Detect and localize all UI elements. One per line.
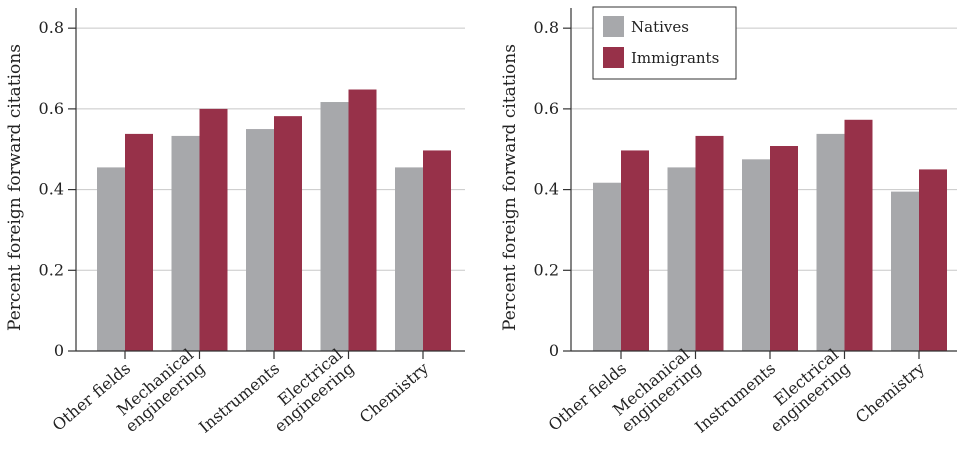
- legend: Natives Immigrants: [592, 6, 737, 80]
- y-tick-label: 0.4: [534, 180, 559, 199]
- y-tick-label: 0.6: [39, 99, 64, 118]
- x-category-label: Instruments: [195, 359, 283, 437]
- y-tick-label: 0.2: [534, 260, 559, 279]
- bar-natives-4: [320, 102, 349, 351]
- legend-label-natives: Natives: [631, 18, 689, 36]
- y-tick-label: 0: [549, 341, 559, 360]
- legend-swatch-natives: [603, 16, 624, 37]
- y-axis-title: Percent foreign forward citations: [500, 44, 520, 331]
- x-category-label-line: Instruments: [195, 359, 283, 437]
- x-category-label-line: Other fields: [545, 359, 631, 435]
- bar-immigrants-2: [695, 135, 724, 351]
- legend-swatch-immigrants: [603, 47, 624, 68]
- bar-immigrants-5: [423, 150, 451, 351]
- bar-immigrants-2: [199, 108, 228, 351]
- x-category-label-line: Chemistry: [852, 359, 928, 427]
- bar-immigrants-4: [348, 89, 377, 351]
- x-category-label: Other fields: [49, 359, 135, 435]
- bar-natives-1: [97, 167, 125, 351]
- bar-immigrants-3: [770, 146, 798, 351]
- x-category-label: Other fields: [545, 359, 631, 435]
- y-tick-label: 0.2: [39, 260, 64, 279]
- bar-natives-2: [667, 167, 696, 351]
- bar-natives-3: [742, 159, 770, 351]
- y-tick-label: 0.8: [39, 18, 64, 37]
- y-tick-label: 0.8: [534, 18, 559, 37]
- x-category-label: Instruments: [691, 359, 779, 437]
- bar-natives-1: [593, 182, 621, 351]
- y-tick-label: 0: [54, 341, 64, 360]
- bar-natives-5: [395, 167, 423, 351]
- x-category-label-line: Instruments: [691, 359, 779, 437]
- bar-immigrants-1: [621, 150, 649, 351]
- y-tick-label: 0.6: [534, 99, 559, 118]
- bar-immigrants-4: [844, 119, 873, 351]
- x-category-label: Chemistry: [356, 359, 432, 427]
- legend-label-immigrants: Immigrants: [631, 49, 719, 67]
- bar-natives-5: [891, 191, 919, 351]
- bar-natives-4: [816, 133, 845, 351]
- y-tick-label: 0.4: [39, 180, 64, 199]
- bar-immigrants-3: [274, 116, 302, 352]
- x-category-label-line: Other fields: [49, 359, 135, 435]
- x-category-label: Chemistry: [852, 359, 928, 427]
- bar-natives-3: [246, 129, 274, 351]
- bar-immigrants-1: [125, 133, 153, 351]
- x-category-label-line: Chemistry: [356, 359, 432, 427]
- bar-natives-2: [171, 135, 200, 351]
- bar-immigrants-5: [919, 169, 947, 351]
- y-axis-title: Percent foreign forward citations: [5, 44, 25, 331]
